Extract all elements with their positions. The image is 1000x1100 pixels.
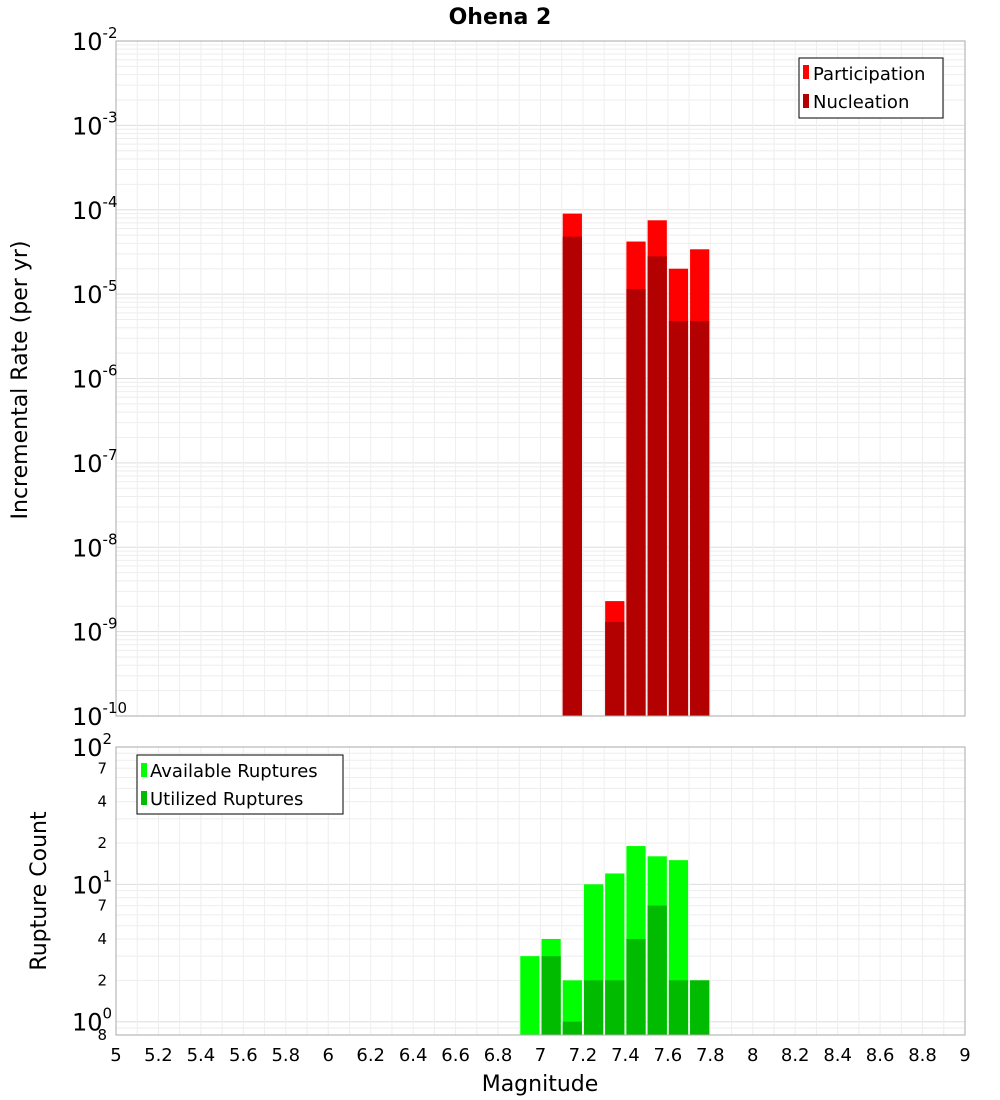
x-tick-label: 6.6: [441, 1045, 470, 1066]
bar-utilized-ruptures: [690, 980, 710, 1035]
top-y-tick-label: 10-10: [72, 699, 127, 731]
bottom-y-minor-tick-label: 4: [97, 930, 107, 948]
bottom-y-minor-tick-label: 2: [97, 834, 107, 852]
x-tick-label: 6: [323, 1045, 334, 1066]
top-legend-box: [798, 57, 944, 119]
legend-swatch-utilized-ruptures: [141, 791, 147, 805]
top-y-tick-label: 10-3: [72, 108, 118, 140]
top-y-tick-label: 10-5: [72, 277, 118, 309]
legend-label-participation: Participation: [813, 64, 925, 85]
x-tick-label: 8.2: [781, 1045, 810, 1066]
top-plot-panel: 10-2 10-3 10-4 10-5 10-6 10-7 10-8 10-9 10-10 Pa…: [72, 24, 966, 731]
bar-utilized-ruptures: [626, 939, 646, 1035]
x-tick-label: 6.2: [356, 1045, 385, 1066]
top-legend: Participation Nucleation: [798, 57, 944, 119]
bottom-plot-border: [115, 746, 966, 1036]
top-y-tick-label: 10-4: [72, 193, 118, 225]
bottom-y-minor-tick-label: 4: [97, 793, 107, 811]
bar-utilized-ruptures: [605, 980, 625, 1035]
x-tick-label: 7.2: [569, 1045, 598, 1066]
x-tick-label: 6.4: [399, 1045, 428, 1066]
bar-nucleation: [605, 622, 625, 716]
bottom-y-minor-tick-label: 7: [97, 759, 107, 777]
x-tick-label: 6.8: [484, 1045, 513, 1066]
bottom-y-tick-label: 101: [72, 867, 112, 899]
legend-label-utilized-ruptures: Utilized Ruptures: [150, 789, 303, 810]
x-tick-label: 8.6: [866, 1045, 895, 1066]
bottom-y-ticks: 102 101 100 7 4 2 7 4 2 8: [72, 730, 112, 1044]
top-y-tick-label: 10-7: [72, 446, 118, 478]
x-tick-label: 7.6: [654, 1045, 683, 1066]
bottom-y-tick-label: 102: [72, 730, 112, 762]
top-y-tick-label: 10-9: [72, 615, 118, 647]
legend-label-nucleation: Nucleation: [813, 92, 909, 113]
bar-utilized-ruptures: [562, 1021, 582, 1035]
bottom-legend: Available Ruptures Utilized Ruptures: [136, 754, 344, 815]
x-tick-label: 8.4: [823, 1045, 852, 1066]
legend-swatch-nucleation: [803, 94, 809, 108]
bottom-y-minor-tick-label: 2: [97, 971, 107, 989]
bar-available-ruptures: [562, 980, 582, 1035]
top-y-tick-label: 10-6: [72, 362, 118, 394]
top-y-axis-label: Incremental Rate (per yr): [8, 241, 33, 520]
top-grid: [115, 41, 966, 717]
bottom-y-tick-label: 100: [72, 1005, 112, 1037]
x-tick-label: 5: [110, 1045, 121, 1066]
x-tick-label: 7: [535, 1045, 546, 1066]
bar-utilized-ruptures: [668, 980, 689, 1035]
bottom-y-minor-tick-label: 8: [97, 1026, 107, 1044]
legend-label-available-ruptures: Available Ruptures: [150, 761, 318, 782]
bar-nucleation: [562, 236, 582, 716]
x-tick-label: 5.4: [187, 1045, 216, 1066]
x-tick-label: 8.8: [908, 1045, 937, 1066]
bar-utilized-ruptures: [583, 980, 604, 1035]
bar-available-ruptures: [520, 956, 540, 1035]
x-tick-label: 5.2: [144, 1045, 173, 1066]
bottom-plot-panel: 102 101 100 7 4 2 7 4 2 8 Available Ruptures Util…: [72, 730, 971, 1066]
top-y-ticks: 10-2 10-3 10-4 10-5 10-6 10-7 10-8 10-9 10-10: [72, 24, 127, 731]
bar-nucleation: [626, 289, 646, 716]
bar-utilized-ruptures: [541, 956, 561, 1035]
top-plot-border: [115, 40, 966, 717]
x-tick-label: 9: [959, 1045, 970, 1066]
bottom-y-minor-tick-label: 7: [97, 897, 107, 915]
x-ticks: 5 5.2 5.4 5.6 5.8 6 6.2 6.4 6.6 6.8 7 7.2 7.4 7.6 7.8 8…: [110, 1045, 970, 1066]
x-tick-label: 5.6: [229, 1045, 258, 1066]
x-tick-label: 5.8: [271, 1045, 300, 1066]
x-tick-label: 7.8: [696, 1045, 725, 1066]
legend-swatch-available-ruptures: [141, 763, 147, 777]
bar-nucleation: [690, 321, 710, 716]
bottom-y-axis-label: Rupture Count: [27, 811, 52, 971]
x-tick-label: 8: [747, 1045, 758, 1066]
x-axis-label: Magnitude: [482, 1072, 599, 1097]
top-y-tick-label: 10-8: [72, 530, 118, 562]
bar-utilized-ruptures: [647, 905, 667, 1035]
bottom-bars: [520, 846, 710, 1035]
bar-nucleation: [647, 256, 667, 716]
chart-title: Ohena 2: [449, 5, 552, 30]
x-tick-label: 7.4: [611, 1045, 640, 1066]
legend-swatch-participation: [803, 65, 809, 79]
bar-nucleation: [668, 321, 689, 716]
top-bars: [562, 213, 710, 717]
bottom-legend-box: [136, 754, 344, 815]
top-y-tick-label: 10-2: [72, 24, 118, 56]
